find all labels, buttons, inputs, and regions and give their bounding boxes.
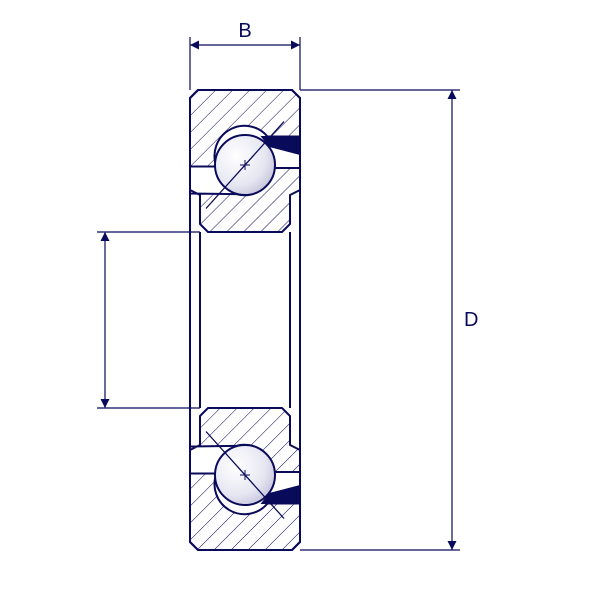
bearing-cross-section-diagram: BD [0,0,600,600]
dimension-D-label: D [464,309,478,331]
dimension-B-label: B [238,20,251,42]
